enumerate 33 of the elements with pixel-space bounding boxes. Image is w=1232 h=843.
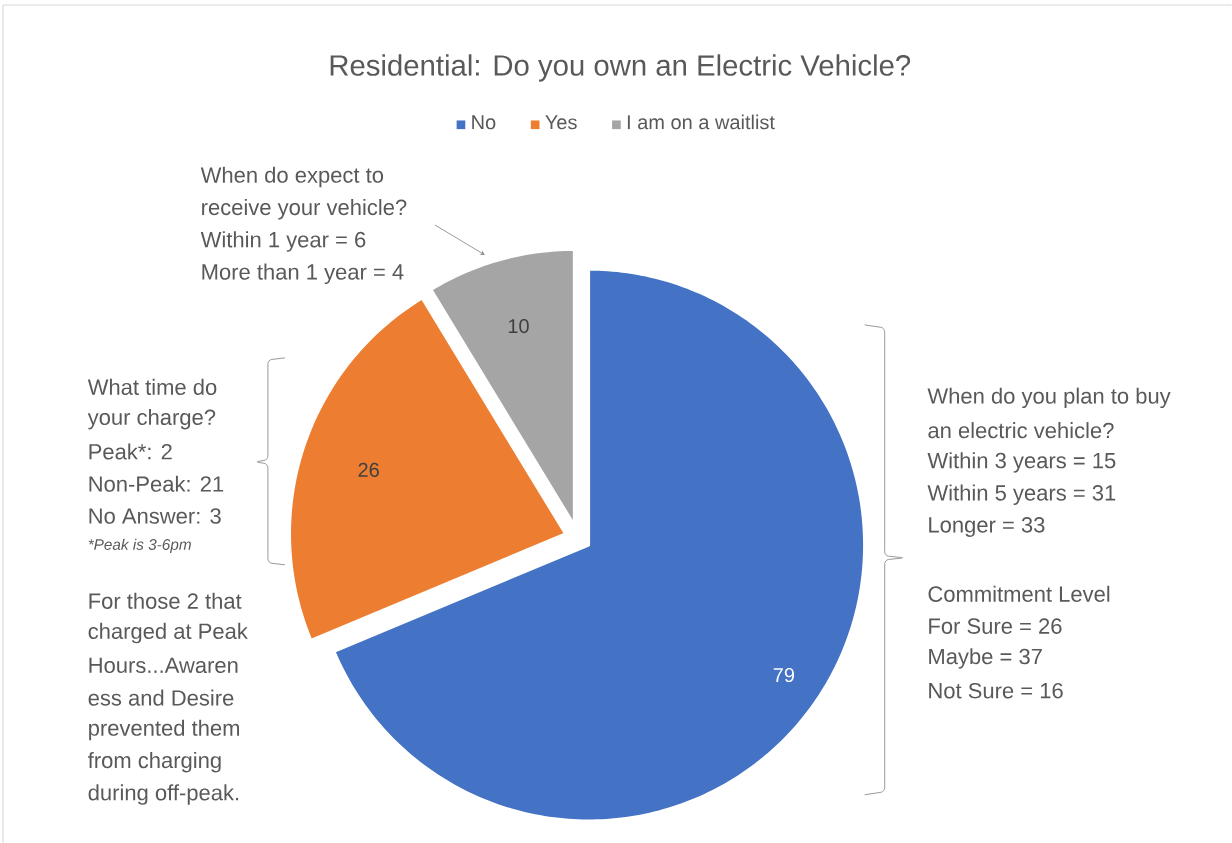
text: charged at Peak <box>88 622 248 644</box>
text: Within 3 years = 15 <box>927 452 1116 473</box>
text: For those 2 that <box>89 592 242 609</box>
text: receive your vehicle? <box>202 198 407 220</box>
text: during off-peak. <box>88 784 239 805</box>
text: an electric vehicle? <box>928 422 1114 439</box>
chart-title: Residential: Do you own an Electric Vehicle? <box>330 54 911 82</box>
text: Longer = 33 <box>929 517 1045 537</box>
data-label: 10 <box>508 318 529 334</box>
legend-label: I am on a waitlist <box>627 114 775 130</box>
text: Within 1 year = 6 <box>200 231 366 252</box>
text: ess and Desire <box>88 689 234 706</box>
text: No Answer: 3 <box>89 508 221 524</box>
data-label: 26 <box>358 462 379 477</box>
text: Maybe = 37 <box>929 648 1042 669</box>
text: your charge? <box>87 408 216 430</box>
legend-label: No <box>472 115 496 130</box>
text: *Peak is 3-6pm <box>88 538 191 553</box>
text: prevented them <box>89 719 240 741</box>
legend-label: Yes <box>545 115 577 130</box>
text: from charging <box>88 751 221 773</box>
text: Non-Peak: 21 <box>89 475 224 492</box>
text: For Sure = 26 <box>929 618 1062 634</box>
text: Within 5 years = 31 <box>927 484 1116 505</box>
text: Commitment Level <box>928 585 1110 602</box>
text: Hours...Awaren <box>89 657 238 673</box>
text: When do expect to <box>200 166 384 188</box>
data-label: 79 <box>773 667 795 683</box>
text: More than 1 year = 4 <box>202 263 404 284</box>
text: Not Sure = 16 <box>929 682 1063 699</box>
text: Peak*: 2 <box>89 443 172 460</box>
text: When do you plan to buy <box>927 387 1171 409</box>
text: What time do <box>87 378 217 395</box>
